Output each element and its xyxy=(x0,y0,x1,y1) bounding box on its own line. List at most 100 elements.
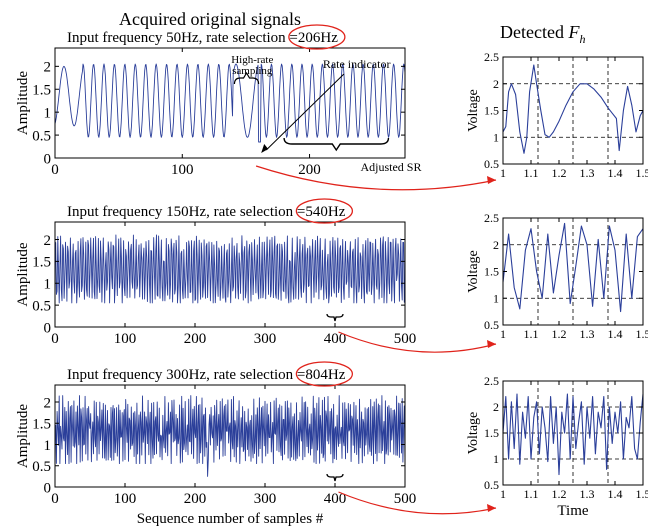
x-tick-label: 1.4 xyxy=(608,166,623,180)
x-tick-label: 100 xyxy=(171,162,194,178)
y-tick-label: 2 xyxy=(493,77,499,91)
y-tick-label: 0 xyxy=(44,151,52,167)
y-axis-label: Amplitude xyxy=(15,404,31,469)
x-tick-label: 500 xyxy=(394,331,417,347)
x-tick-label: 1.5 xyxy=(636,166,648,180)
connector-arrowhead xyxy=(487,340,496,348)
title-rate: 804Hz xyxy=(305,367,345,383)
y-tick-label: 1.5 xyxy=(32,83,51,99)
series-line xyxy=(54,63,406,143)
x-tick-label: 1 xyxy=(500,327,506,341)
rate-highlight-circle xyxy=(295,198,354,224)
chart-title: Input frequency 150Hz, rate selection =5… xyxy=(67,204,346,220)
y-tick-label: 2 xyxy=(44,395,52,411)
y-tick-label: 1.5 xyxy=(484,104,499,118)
brace-adjusted-sr xyxy=(283,137,390,152)
chart-title: Input frequency 50Hz, rate selection =20… xyxy=(67,30,338,46)
y-tick-label: 0.5 xyxy=(484,157,499,171)
right-heading: Detected Fh xyxy=(500,22,585,46)
x-tick-label: 1.1 xyxy=(524,327,539,341)
title-prefix: Input frequency 300Hz, rate selection = xyxy=(67,367,305,383)
arrow-rate-indicator xyxy=(265,73,345,151)
chart-sig1: 0 100 200 0 0.5 1 1.5 2 Amplitude Input frequency… xyxy=(15,24,406,178)
x-tick-label: 200 xyxy=(184,331,207,347)
y-tick-label: 2.5 xyxy=(484,374,499,388)
title-rate: 206Hz xyxy=(298,30,338,46)
x-tick-label: 200 xyxy=(184,491,207,507)
y-tick-label: 0.5 xyxy=(484,478,499,492)
x-tick-label: 1.3 xyxy=(580,487,595,501)
x-axis-label: Sequence number of samples # xyxy=(137,511,324,527)
x-tick-label: 500 xyxy=(394,491,417,507)
y-tick-label: 2 xyxy=(44,233,52,249)
x-tick-label: 1.4 xyxy=(608,327,623,341)
annotation-rate-indicator: Rate indicator xyxy=(323,57,391,71)
x-tick-label: 1.1 xyxy=(524,487,539,501)
x-tick-label: 0 xyxy=(51,491,59,507)
y-tick-label: 2.5 xyxy=(484,50,499,64)
brace-high-rate xyxy=(233,71,260,85)
connector-curve xyxy=(255,165,497,191)
y-tick-label: 2 xyxy=(493,238,499,252)
brace-sample-region xyxy=(326,473,344,482)
rate-highlight-circle xyxy=(295,361,354,387)
y-tick-label: 0 xyxy=(44,320,52,336)
plot-frame xyxy=(54,221,406,328)
y-tick-label: 1.5 xyxy=(484,426,499,440)
y-tick-label: 2 xyxy=(44,60,52,76)
y-tick-label: 0.5 xyxy=(484,318,499,332)
x-tick-label: 1.5 xyxy=(636,327,648,341)
x-tick-label: 100 xyxy=(114,331,137,347)
y-tick-label: 1 xyxy=(44,277,52,293)
y-tick-label: 1 xyxy=(44,105,52,121)
series-line xyxy=(502,64,644,154)
arrowhead xyxy=(261,144,269,153)
y-tick-label: 2.5 xyxy=(484,211,499,225)
title-prefix: Input frequency 150Hz, rate selection = xyxy=(67,204,305,220)
connector-curve xyxy=(338,331,497,353)
x-tick-label: 300 xyxy=(254,331,277,347)
y-tick-label: 1 xyxy=(493,452,499,466)
annotation-adjusted-sr: Adjusted SR xyxy=(360,160,421,174)
y-tick-label: 0.5 xyxy=(32,298,51,314)
y-tick-label: 1 xyxy=(493,130,499,144)
x-tick-label: 1.2 xyxy=(552,166,567,180)
y-tick-label: 1 xyxy=(493,291,499,305)
x-tick-label: 1.4 xyxy=(608,487,623,501)
connector-arrowhead xyxy=(487,504,496,512)
y-tick-label: 0.5 xyxy=(32,128,51,144)
x-tick-label: 1.2 xyxy=(552,327,567,341)
x-tick-label: 400 xyxy=(324,491,347,507)
x-tick-label: 1 xyxy=(500,487,506,501)
x-tick-label: 100 xyxy=(114,491,137,507)
x-tick-label: 200 xyxy=(298,162,321,178)
chart-title: Input frequency 300Hz, rate selection =8… xyxy=(67,367,346,383)
y-axis-label: Voltage xyxy=(466,412,481,455)
y-tick-label: 0 xyxy=(44,480,52,496)
plot-frame xyxy=(54,384,406,488)
chart-sig3: 0 100 200 300 400 50000.511.52AmplitudeSequen… xyxy=(15,361,417,527)
x-tick-label: 1.2 xyxy=(552,487,567,501)
y-axis-label: Amplitude xyxy=(15,242,31,307)
series-line xyxy=(502,222,644,313)
x-tick-label: 0 xyxy=(51,331,59,347)
brace-sample-region xyxy=(326,313,344,322)
rate-highlight-circle xyxy=(288,24,346,50)
connectors xyxy=(255,165,497,515)
y-axis-label: Voltage xyxy=(466,250,481,293)
x-tick-label: 400 xyxy=(324,331,347,347)
series-line xyxy=(54,234,406,304)
x-axis-label: Time xyxy=(557,503,588,519)
annotation-high-rate: High-rate xyxy=(231,54,273,66)
connector-curve xyxy=(338,491,497,515)
x-tick-label: 1 xyxy=(500,166,506,180)
y-tick-label: 0.5 xyxy=(32,459,51,475)
x-tick-label: 1.1 xyxy=(524,166,539,180)
y-tick-label: 1.5 xyxy=(32,417,51,433)
x-tick-label: 1.3 xyxy=(580,166,595,180)
y-axis-label: Amplitude xyxy=(15,71,31,136)
